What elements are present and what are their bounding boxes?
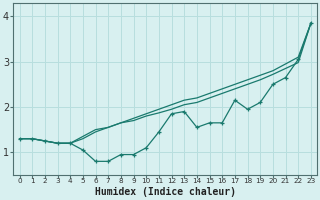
X-axis label: Humidex (Indice chaleur): Humidex (Indice chaleur) [95, 187, 236, 197]
